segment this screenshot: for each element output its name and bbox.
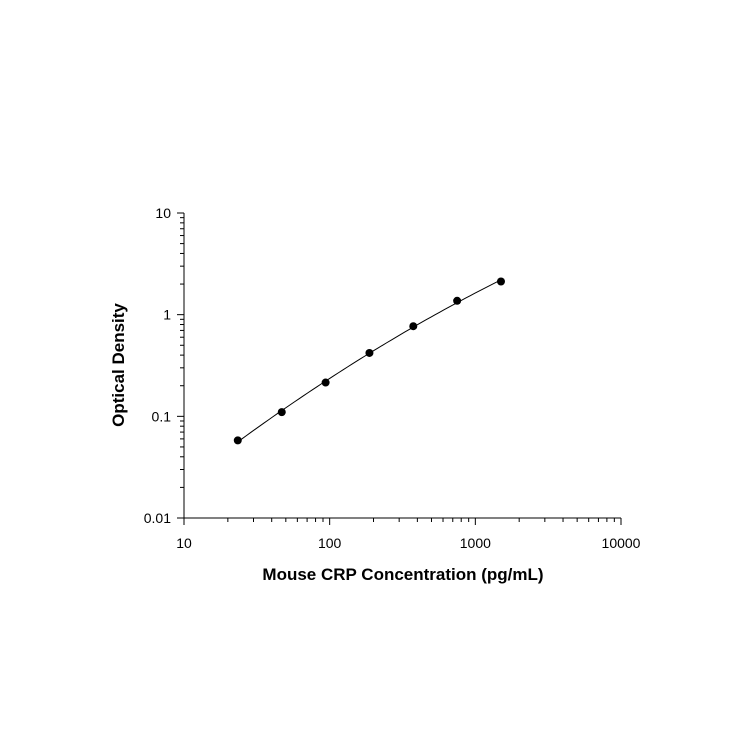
data-point [409,322,418,331]
data-point [321,378,330,387]
y-tick-label: 0.1 [152,408,172,424]
data-point [453,296,462,305]
x-axis-title: Mouse CRP Concentration (pg/mL) [262,565,543,584]
data-point [233,436,242,445]
x-tick-label: 10 [176,535,192,551]
y-tick-label: 10 [155,205,171,221]
data-point [277,408,286,417]
data-point [496,277,505,286]
x-tick-label: 100 [318,535,342,551]
y-tick-label: 1 [163,307,171,323]
axes [177,212,622,525]
x-tick-label: 1000 [460,535,491,551]
y-tick-label: 0.01 [144,510,171,526]
data-points [233,277,505,445]
x-tick-label: 10000 [602,535,641,551]
y-axis-title: Optical Density [109,303,128,427]
tick-labels: 10 100 1000 10000 0.01 0.1 1 10 [144,205,641,551]
fit-curve [237,279,502,443]
data-point [365,348,374,357]
fit-curve-group [237,279,502,443]
